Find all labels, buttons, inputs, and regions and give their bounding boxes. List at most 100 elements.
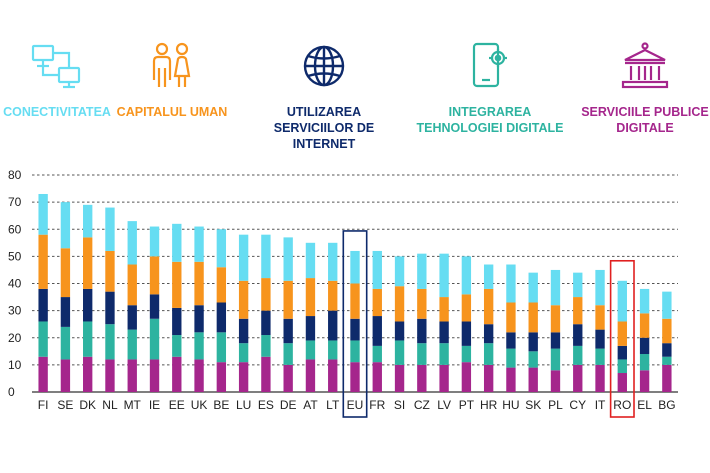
bar-segment bbox=[238, 234, 249, 281]
bar-segment bbox=[38, 234, 48, 289]
bar-segment bbox=[550, 332, 561, 349]
y-tick-label: 20 bbox=[8, 331, 22, 345]
bar-segment bbox=[238, 280, 249, 319]
x-tick-label: ES bbox=[258, 398, 274, 412]
bar-segment bbox=[550, 370, 561, 392]
bar-segment bbox=[127, 329, 137, 360]
bar-segment bbox=[105, 291, 115, 325]
bar-segment bbox=[172, 261, 182, 308]
bar-segment bbox=[573, 272, 583, 298]
bar-segment bbox=[662, 291, 672, 319]
y-tick-label: 30 bbox=[8, 304, 22, 318]
legend-item-public-services: SERVICIILE PUBLICE DIGITALE bbox=[570, 40, 710, 136]
bar-segment bbox=[105, 250, 115, 292]
bar-segment bbox=[261, 278, 271, 311]
bar-segment bbox=[372, 316, 382, 346]
bar-segment bbox=[461, 294, 472, 322]
x-tick-label: PL bbox=[548, 398, 563, 412]
bar-segment bbox=[439, 297, 449, 322]
x-tick-label: RO bbox=[613, 398, 631, 412]
x-tick-label: NL bbox=[102, 398, 118, 412]
bar-segment bbox=[350, 362, 360, 392]
legend-label-digital-technology: INTEGRAREA TEHNOLOGIEI DIGITALE bbox=[416, 105, 564, 135]
x-tick-label: HR bbox=[480, 398, 498, 412]
legend-label-internet-services: UTILIZAREA SERVICIILOR DE INTERNET bbox=[273, 105, 375, 151]
y-tick-label: 40 bbox=[8, 277, 22, 291]
bar-segment bbox=[528, 351, 538, 368]
bar-segment bbox=[483, 324, 494, 344]
bar-segment bbox=[394, 286, 405, 322]
bar-segment bbox=[283, 280, 293, 319]
government-building-icon bbox=[621, 42, 669, 89]
bar-segment bbox=[595, 364, 605, 392]
bar-segment bbox=[439, 343, 449, 365]
bar-segment bbox=[305, 278, 316, 317]
highlight-layer bbox=[342, 230, 635, 418]
bars-layer bbox=[38, 193, 672, 392]
bar-segment bbox=[328, 340, 338, 360]
x-tick-label: SI bbox=[394, 398, 405, 412]
bar-segment bbox=[216, 229, 227, 268]
bar-segment bbox=[216, 267, 227, 303]
highlight-box bbox=[342, 230, 368, 418]
bar-segment bbox=[372, 250, 382, 289]
bar-segment bbox=[328, 242, 338, 281]
bar-segment bbox=[461, 321, 472, 346]
bar-segment bbox=[283, 237, 293, 281]
x-tick-label: AT bbox=[303, 398, 318, 412]
bar-segment bbox=[149, 359, 160, 392]
x-tick-label: BE bbox=[213, 398, 229, 412]
x-tick-label: LT bbox=[326, 398, 340, 412]
x-tick-label: LU bbox=[236, 398, 251, 412]
x-tick-label: HU bbox=[502, 398, 519, 412]
bar-segment bbox=[506, 302, 516, 333]
bar-segment bbox=[528, 332, 538, 352]
bar-segment bbox=[417, 343, 427, 365]
bar-segment bbox=[149, 294, 160, 319]
bar-segment bbox=[216, 302, 227, 333]
bar-segment bbox=[60, 297, 71, 327]
bar-segment bbox=[528, 367, 538, 392]
y-tick-label: 0 bbox=[8, 385, 15, 399]
legend-item-connectivity: CONECTIVITATEA bbox=[0, 40, 132, 120]
bar-segment bbox=[461, 345, 472, 363]
bar-segment bbox=[573, 297, 583, 325]
bar-segment bbox=[506, 332, 516, 349]
bar-segment bbox=[283, 318, 293, 344]
x-tick-label: EE bbox=[169, 398, 185, 412]
legend-item-human-capital: CAPITALUL UMAN bbox=[97, 40, 247, 120]
bar-segment bbox=[216, 332, 227, 363]
bar-segment bbox=[194, 332, 204, 360]
bar-segment bbox=[328, 280, 338, 311]
bar-segment bbox=[127, 359, 137, 392]
bar-segment bbox=[105, 359, 115, 392]
bar-segment bbox=[149, 318, 160, 360]
x-tick-label: FR bbox=[369, 398, 385, 412]
x-axis: FI SE DK NL MT IE EE UK BE LU ES DE AT LT EU FR SI CZ LV PT… bbox=[38, 398, 676, 412]
bar-segment bbox=[483, 364, 494, 392]
bar-segment bbox=[417, 364, 427, 392]
bar-segment bbox=[60, 202, 71, 249]
y-tick-label: 60 bbox=[8, 222, 22, 236]
bar-segment bbox=[439, 364, 449, 392]
x-tick-label: IE bbox=[149, 398, 160, 412]
bar-segment bbox=[238, 343, 249, 363]
bar-segment bbox=[350, 250, 360, 284]
bar-segment bbox=[506, 264, 516, 303]
bar-segment bbox=[461, 362, 472, 392]
legend-item-internet-services: UTILIZAREA SERVICIILOR DE INTERNET bbox=[249, 40, 399, 152]
bar-segment bbox=[38, 193, 48, 235]
bar-segment bbox=[639, 370, 650, 392]
x-tick-label: EL bbox=[637, 398, 652, 412]
y-tick-label: 70 bbox=[8, 195, 22, 209]
bar-segment bbox=[439, 253, 449, 298]
x-tick-label: PT bbox=[459, 398, 475, 412]
bar-segment bbox=[127, 221, 137, 265]
globe-icon bbox=[303, 45, 345, 87]
bar-segment bbox=[38, 288, 48, 322]
bar-segment bbox=[238, 318, 249, 344]
bar-segment bbox=[149, 226, 160, 257]
x-tick-label: BG bbox=[658, 398, 675, 412]
bar-segment bbox=[172, 356, 182, 392]
